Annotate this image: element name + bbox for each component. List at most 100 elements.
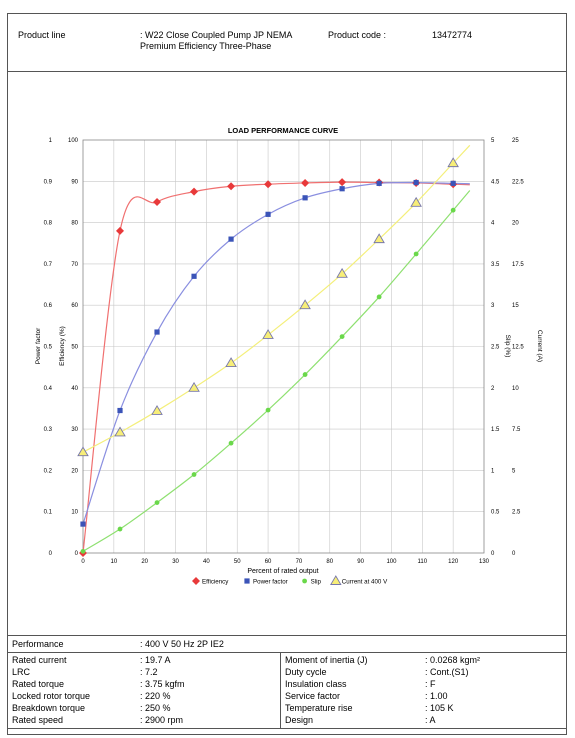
spec-right-label: Design — [285, 715, 314, 725]
slip-tick-label: 4 — [491, 221, 495, 227]
marker-current-at-400-v — [262, 329, 274, 339]
slip-tick-label: 0 — [491, 551, 495, 557]
current-tick-label: 5 — [512, 468, 516, 474]
marker-current-at-400-v — [447, 157, 459, 168]
slip-tick-label: 3 — [491, 303, 495, 309]
x-axis-ticks: 0 10 20 30 40 50 60 70 80 90 100 110 120 130 — [81, 559, 489, 565]
efficiency-tick-label: 70 — [71, 262, 78, 268]
power-factor-tick-label: 0.8 — [44, 221, 53, 227]
marker-power-factor — [376, 180, 382, 186]
current-tick-label: 12.5 — [512, 345, 524, 351]
chart-title: LOAD PERFORMANCE CURVE — [228, 126, 338, 135]
marker-power-factor — [80, 521, 86, 527]
marker-current-at-400-v — [336, 267, 348, 278]
marker-slip — [154, 500, 160, 506]
x-tick-label: 40 — [203, 559, 210, 565]
spec-right-label: Moment of inertia (J) — [285, 655, 368, 665]
current-tick-label: 22.5 — [512, 179, 524, 185]
curve-slip — [82, 190, 471, 552]
x-tick-label: 0 — [81, 559, 85, 565]
marker-slip — [413, 251, 419, 257]
left-axis-ticks: 00.10.20.30.40.50.60.70.80.9101020304050… — [44, 138, 79, 557]
legend-marker — [244, 578, 250, 584]
efficiency-axis-label: Efficiency (%) — [59, 326, 66, 366]
efficiency-tick-label: 30 — [71, 427, 78, 433]
load-performance-chart: LOAD PERFORMANCE CURVE 0 10 20 30 40 50 60 70 80… — [35, 126, 543, 586]
power-factor-axis-label: Power factor — [35, 327, 42, 364]
current-tick-label: 7.5 — [512, 427, 521, 433]
marker-power-factor — [413, 179, 419, 186]
slip-tick-label: 3.5 — [491, 262, 500, 268]
spec-left-label: Rated torque — [12, 679, 65, 689]
legend-label: Current at 400 V — [342, 579, 388, 586]
spec-left-value: : 7.2 — [140, 667, 158, 677]
spec-right-label: Service factor — [285, 691, 341, 701]
current-tick-label: 25 — [512, 138, 519, 144]
spec-right-value: : Cont.(S1) — [425, 667, 469, 677]
marker-slip — [228, 440, 234, 446]
marker-power-factor — [154, 329, 160, 335]
efficiency-tick-label: 40 — [71, 386, 78, 392]
spec-left-value: : 250 % — [140, 703, 171, 713]
x-axis-label: Percent of rated output — [247, 568, 318, 575]
x-tick-label: 10 — [111, 559, 118, 565]
current-tick-label: 10 — [512, 386, 519, 392]
performance-value: : 400 V 50 Hz 2P IE2 — [140, 639, 224, 649]
marker-current-at-400-v — [151, 405, 163, 415]
marker-slip — [302, 372, 308, 377]
slip-tick-label: 1.5 — [491, 427, 500, 433]
performance-top-divider — [7, 635, 567, 636]
efficiency-tick-label: 0 — [75, 551, 79, 557]
x-tick-label: 120 — [448, 559, 459, 565]
spec-right-value: : F — [425, 679, 436, 689]
slip-tick-label: 2.5 — [491, 345, 500, 351]
marker-slip — [339, 334, 345, 339]
marker-current-at-400-v — [188, 381, 200, 392]
marker-current-at-400-v — [410, 196, 422, 207]
product-code-value: 13472774 — [432, 30, 473, 40]
x-tick-label: 80 — [326, 559, 333, 565]
marker-efficiency — [190, 187, 199, 196]
spec-left-label: Rated speed — [12, 715, 64, 725]
power-factor-tick-label: 0.9 — [44, 179, 53, 185]
slip-axis-label: Slip (%) — [504, 335, 511, 358]
x-tick-label: 90 — [357, 559, 364, 565]
specs-column-divider — [280, 652, 281, 728]
marker-slip — [265, 407, 271, 413]
current-tick-label: 2.5 — [512, 510, 521, 516]
power-factor-tick-label: 0.7 — [44, 262, 53, 268]
marker-efficiency — [227, 182, 236, 191]
power-factor-tick-label: 1 — [49, 138, 53, 144]
performance-label: Performance — [12, 639, 64, 649]
x-tick-label: 130 — [479, 559, 490, 565]
marker-current-at-400-v — [299, 299, 311, 310]
product-line-label: Product line — [18, 30, 66, 40]
spec-left-value: : 220 % — [140, 691, 171, 701]
marker-power-factor — [117, 407, 123, 414]
marker-current-at-400-v — [225, 357, 237, 367]
marker-power-factor — [191, 273, 197, 279]
current-tick-label: 15 — [512, 303, 519, 309]
marker-efficiency — [153, 197, 162, 206]
marker-current-at-400-v — [77, 446, 89, 457]
marker-current-at-400-v — [114, 426, 126, 437]
marker-slip — [191, 472, 197, 477]
chart-markers — [77, 157, 459, 557]
power-factor-tick-label: 0.5 — [44, 345, 53, 351]
marker-efficiency — [264, 180, 273, 189]
efficiency-tick-label: 90 — [71, 179, 78, 185]
spec-right-label: Insulation class — [285, 679, 347, 689]
slip-tick-label: 5 — [491, 138, 495, 144]
x-tick-label: 100 — [386, 559, 397, 565]
chart-legend: Efficiency Power factor Slip Current at 400… — [192, 575, 388, 586]
x-tick-label: 110 — [418, 559, 428, 565]
legend-marker — [192, 577, 200, 585]
current-tick-label: 0 — [512, 551, 516, 557]
slip-tick-label: 0.5 — [491, 510, 500, 516]
marker-efficiency — [116, 226, 125, 235]
power-factor-tick-label: 0.2 — [44, 468, 53, 474]
efficiency-tick-label: 60 — [71, 303, 78, 309]
spec-right-value: : 1.00 — [425, 691, 448, 701]
legend-label: Power factor — [253, 579, 288, 586]
marker-power-factor — [302, 195, 308, 201]
